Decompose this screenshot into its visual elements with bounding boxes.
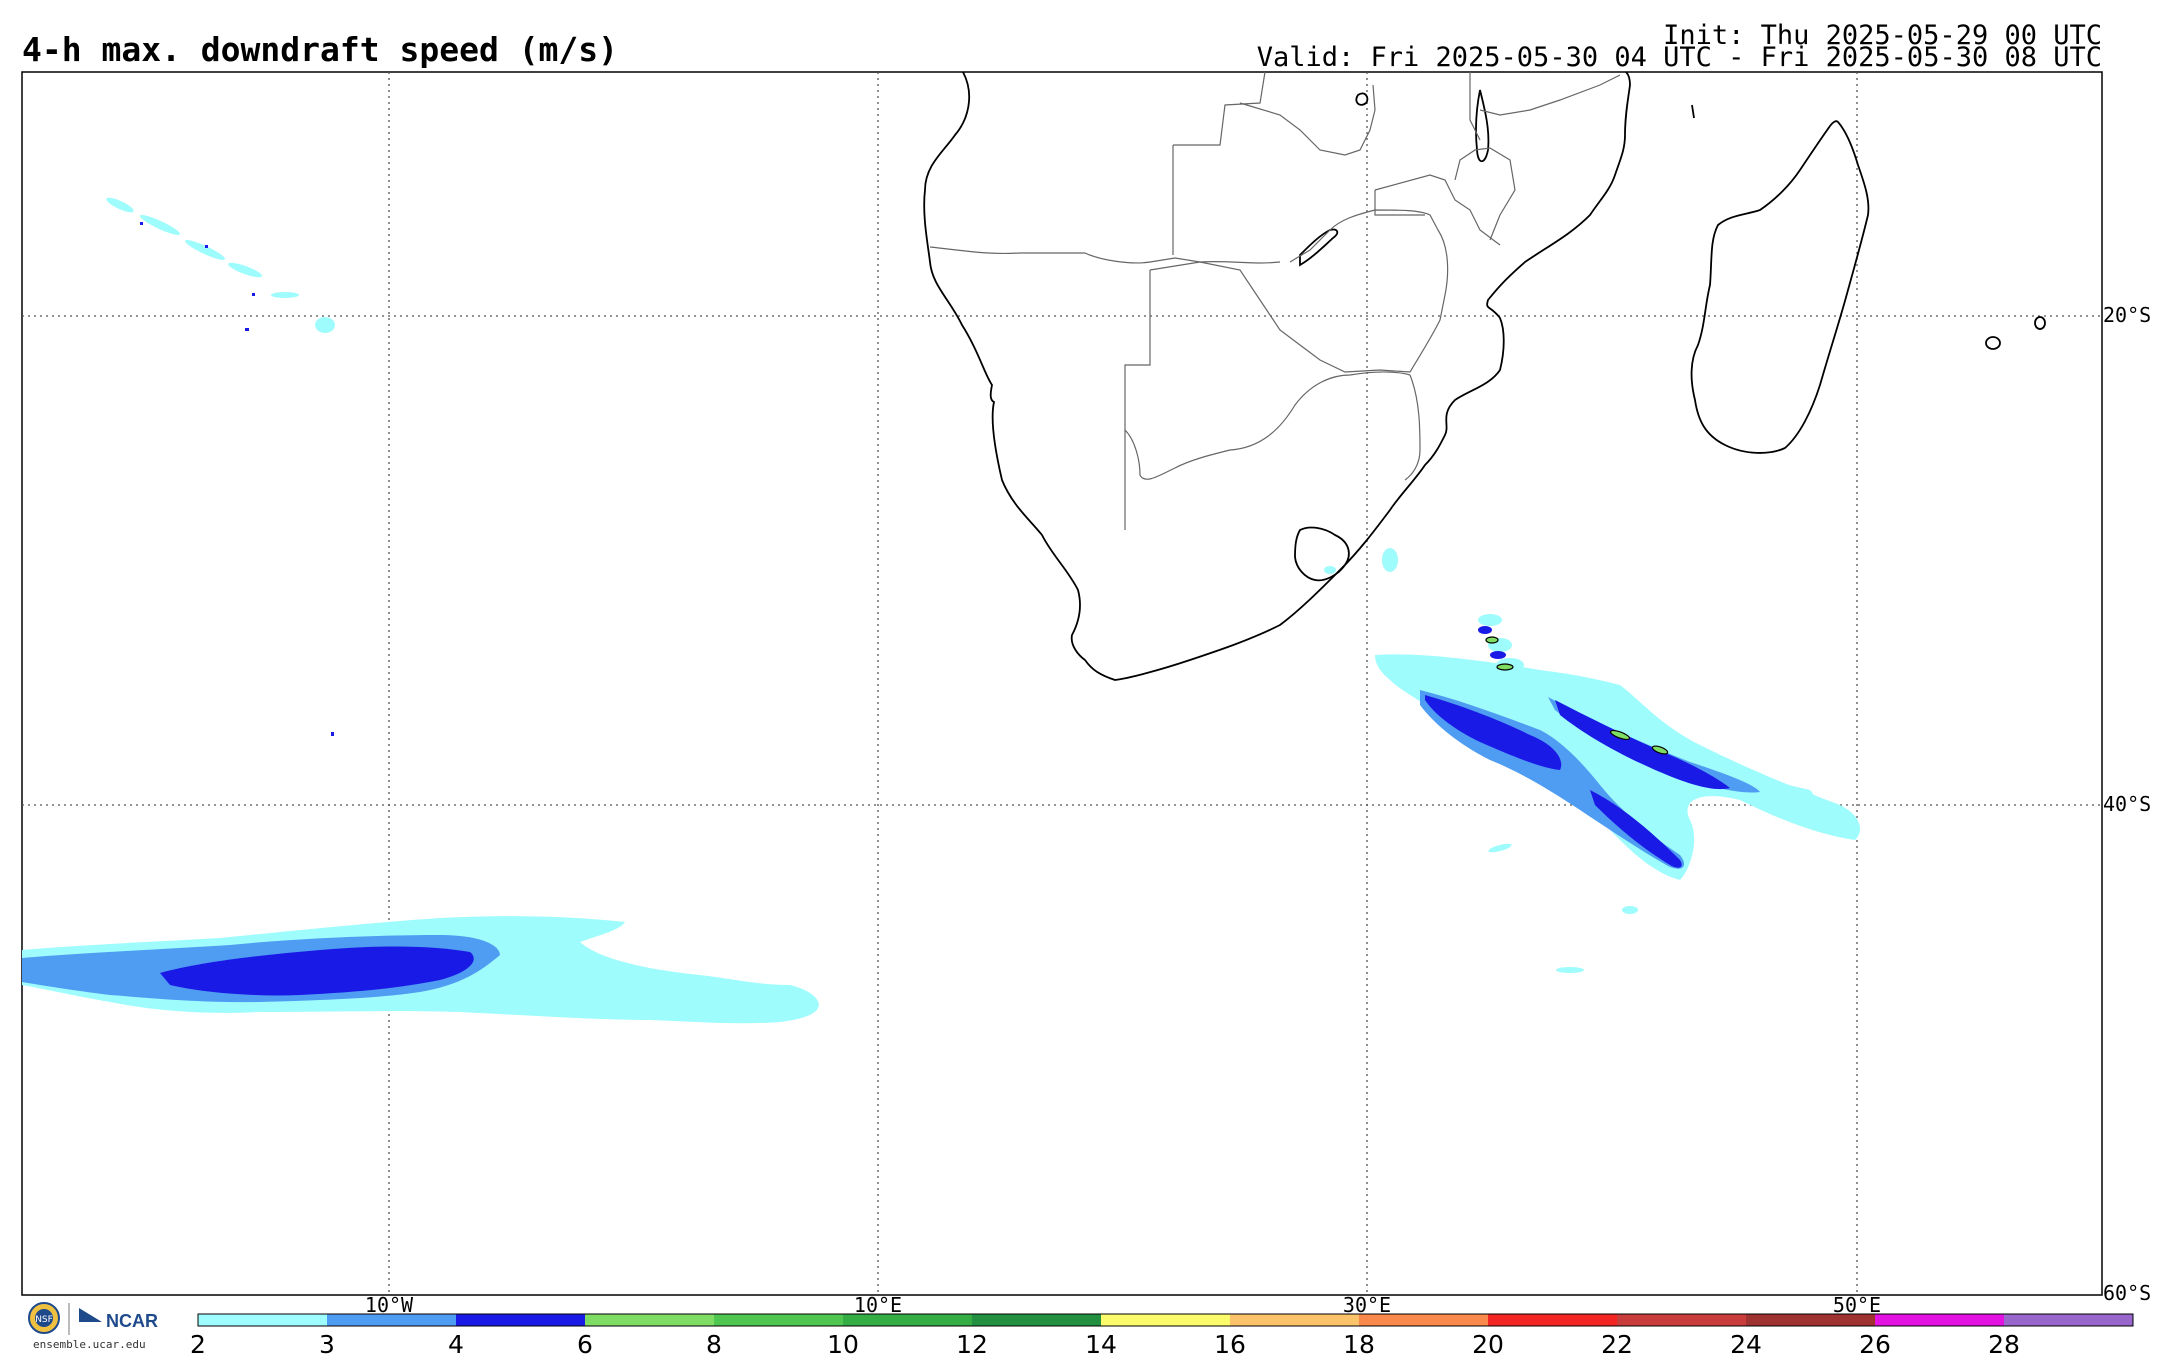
colorbar-swatch bbox=[327, 1314, 456, 1326]
colorbar-label: 12 bbox=[956, 1330, 988, 1354]
lon-label-30e: 30°E bbox=[1343, 1293, 1391, 1317]
valid-time: Valid: Fri 2025-05-30 04 UTC - Fri 2025-… bbox=[1256, 42, 2102, 73]
lat-label-40s: 40°S bbox=[2103, 792, 2151, 816]
colorbar-swatch bbox=[585, 1314, 714, 1326]
ncar-logo-text: NCAR bbox=[106, 1311, 158, 1331]
site-url: ensemble.ucar.edu bbox=[33, 1338, 146, 1351]
colorbar-swatch bbox=[1101, 1314, 1230, 1326]
coastlines bbox=[923, 71, 2046, 681]
lon-label-10e: 10°E bbox=[854, 1293, 902, 1317]
colorbar-swatch bbox=[2004, 1314, 2133, 1326]
nsf-emblem-text: NSF bbox=[35, 1315, 53, 1325]
colorbar-label: 28 bbox=[1988, 1330, 2020, 1354]
init-time: Init: Thu 2025-05-29 00 UTC bbox=[1663, 20, 2102, 51]
colorbar-swatch bbox=[972, 1314, 1101, 1326]
graticule bbox=[22, 72, 2102, 1295]
colorbar-label: 22 bbox=[1601, 1330, 1633, 1354]
colorbar-label: 8 bbox=[706, 1330, 722, 1354]
colorbar-label: 26 bbox=[1859, 1330, 1891, 1354]
colorbar-swatch bbox=[1617, 1314, 1746, 1326]
colorbar-swatch bbox=[1746, 1314, 1875, 1326]
lat-label-60s: 60°S bbox=[2103, 1281, 2151, 1305]
colorbar-label: 6 bbox=[577, 1330, 593, 1354]
colorbar-label: 14 bbox=[1085, 1330, 1117, 1354]
ncar-logo: NSF bbox=[22, 1300, 162, 1350]
country-borders bbox=[929, 71, 1621, 530]
colorbar-label: 10 bbox=[827, 1330, 859, 1354]
colorbar-label: 4 bbox=[448, 1330, 464, 1354]
colorbar-swatch bbox=[456, 1314, 585, 1326]
colorbar-swatch bbox=[1359, 1314, 1488, 1326]
colorbar-label: 24 bbox=[1730, 1330, 1762, 1354]
colorbar-label: 18 bbox=[1343, 1330, 1375, 1354]
ncar-logo-icon bbox=[79, 1308, 102, 1322]
colorbar-frame bbox=[197, 1313, 2134, 1327]
colorbar-swatch bbox=[1875, 1314, 2004, 1326]
colorbar-label: 3 bbox=[319, 1330, 335, 1354]
colorbar-swatch bbox=[198, 1314, 327, 1326]
colorbar: 2 3 4 6 8 10 12 14 16 18 20 22 24 26 28 bbox=[190, 1313, 2134, 1354]
lon-label-50e: 50°E bbox=[1833, 1293, 1881, 1317]
map-frame bbox=[21, 71, 2103, 1296]
colorbar-swatch bbox=[1488, 1314, 1617, 1326]
colorbar-label: 16 bbox=[1214, 1330, 1246, 1354]
colorbar-swatch bbox=[843, 1314, 972, 1326]
map-title: 4-h max. downdraft speed (m/s) bbox=[22, 30, 619, 69]
downdraft-field bbox=[22, 197, 1860, 1024]
lat-label-20s: 20°S bbox=[2103, 303, 2151, 327]
colorbar-label: 2 bbox=[190, 1330, 206, 1354]
colorbar-swatch bbox=[714, 1314, 843, 1326]
colorbar-label: 20 bbox=[1472, 1330, 1504, 1354]
lon-label-10w: 10°W bbox=[365, 1293, 414, 1317]
colorbar-swatch bbox=[1230, 1314, 1359, 1326]
